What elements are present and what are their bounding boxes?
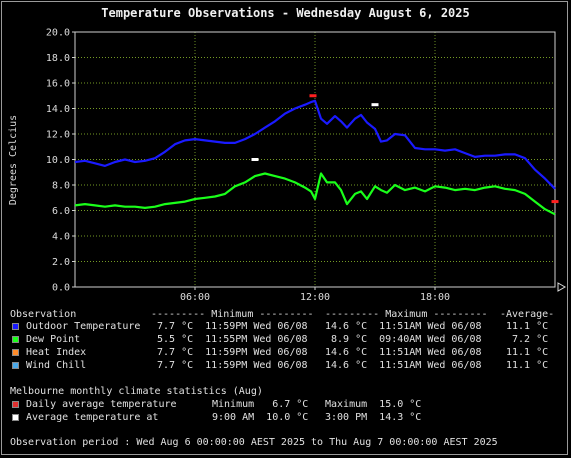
y-tick-label: 6.0 (52, 206, 70, 217)
series-swatch (12, 336, 19, 343)
y-tick-label: 2.0 (52, 257, 70, 268)
climate-row-min: 9:00 AM 10.0 °C (212, 412, 309, 423)
series-line-dew-point (74, 172, 556, 216)
legend-header-average: -Average- (500, 309, 555, 320)
grid (75, 32, 555, 287)
legend-header-observation: Observation (10, 309, 77, 320)
y-tick-label: 12.0 (46, 130, 70, 141)
x-tick-label: 06:00 (180, 292, 210, 300)
climate-row-name: Daily average temperature (26, 399, 177, 410)
y-axis-label: Degrees Celcius (8, 115, 19, 205)
series-lines (74, 99, 556, 216)
climate-row-min: Minimum 6.7 °C (212, 399, 309, 410)
legend-max: 8.9 °C 09:40AM Wed 06/08 (331, 334, 482, 345)
climate-row-max: Maximum 15.0 °C (325, 399, 422, 410)
x-tick-label: 18:00 (420, 292, 450, 300)
climate-heading: Melbourne monthly climate statistics (Au… (10, 386, 263, 397)
climate-marker (251, 158, 259, 161)
climate-markers (251, 94, 559, 204)
y-tick-label: 0.0 (52, 283, 70, 294)
observation-period: Observation period : Wed Aug 6 00:00:00 … (10, 437, 498, 448)
legend-avg: 11.1 °C (506, 321, 549, 332)
climate-marker (551, 200, 559, 204)
legend-min: 7.7 °C 11:59PM Wed 06/08 (157, 360, 308, 371)
legend-series-name: Wind Chill (26, 360, 87, 371)
legend-max: 14.6 °C 11:51AM Wed 06/08 (325, 360, 482, 371)
legend-series-name: Outdoor Temperature (26, 321, 141, 332)
y-tick-label: 4.0 (52, 232, 70, 243)
x-tick-label: 12:00 (300, 292, 330, 300)
series-swatch (12, 323, 19, 330)
climate-row-name: Average temperature at (26, 412, 159, 423)
y-axis: 0.0 2.0 4.0 6.0 8.0 10.0 12.0 14.0 16.0 18.0 20.0 (46, 28, 75, 294)
legend-series-name: Heat Index (26, 347, 87, 358)
climate-row-max: 3:00 PM 14.3 °C (325, 412, 422, 423)
legend-avg: 11.1 °C (506, 360, 549, 371)
y-tick-label: 20.0 (46, 28, 70, 39)
temperature-chart: 0.02.04.06.08.010.012.014.016.018.020.0 … (8, 28, 567, 300)
y-tick-label: 10.0 (46, 155, 70, 166)
climate-swatch (12, 401, 19, 408)
legend-avg: 11.1 °C (506, 347, 549, 358)
series-swatch (12, 349, 19, 356)
series-swatch (12, 362, 19, 369)
y-tick-label: 16.0 (46, 79, 70, 90)
legend-min: 5.5 °C 11:55PM Wed 06/08 (157, 334, 308, 345)
climate-marker (309, 94, 317, 98)
x-axis: 06:00 12:00 18:00 (180, 287, 450, 300)
legend-min: 7.7 °C 11:59PM Wed 06/08 (157, 347, 308, 358)
legend-max: 14.6 °C 11:51AM Wed 06/08 (325, 347, 482, 358)
legend-series-name: Dew Point (26, 334, 81, 345)
legend-header-maximum: --------- Maximum --------- (325, 309, 488, 320)
climate-swatch (12, 414, 19, 421)
y-tick-label: 18.0 (46, 53, 70, 64)
y-tick-label: 14.0 (46, 104, 70, 115)
series-line-outdoor-temperature (74, 99, 556, 190)
x-axis-arrow-icon (557, 282, 567, 292)
y-tick-label: 8.0 (52, 181, 70, 192)
legend-avg: 7.2 °C (512, 334, 549, 345)
legend-max: 14.6 °C 11:51AM Wed 06/08 (325, 321, 482, 332)
chart-title: Temperature Observations - Wednesday Aug… (101, 6, 470, 20)
legend-header-minimum: --------- Minimum --------- (151, 309, 314, 320)
climate-marker (371, 103, 379, 107)
legend-min: 7.7 °C 11:59PM Wed 06/08 (157, 321, 308, 332)
